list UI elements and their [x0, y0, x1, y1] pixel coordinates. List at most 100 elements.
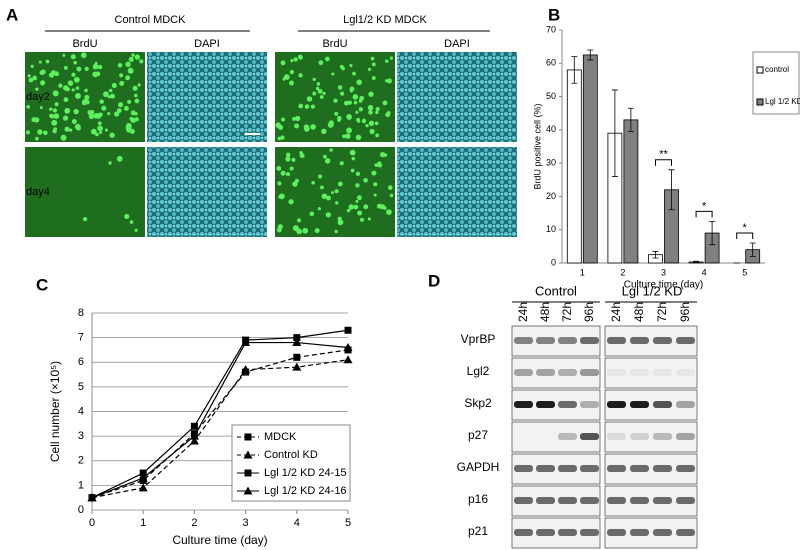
- nucleus: [317, 88, 323, 94]
- nucleus: [26, 130, 30, 135]
- dapi-image: [147, 52, 267, 142]
- nucleus: [109, 93, 116, 99]
- nucleus: [94, 61, 98, 65]
- nucleus: [361, 118, 367, 124]
- nucleus: [327, 121, 334, 128]
- marker: [343, 342, 353, 351]
- y-tick-label: 6: [78, 356, 84, 368]
- nucleus: [81, 100, 87, 106]
- nucleus: [49, 107, 53, 111]
- nucleus: [71, 88, 75, 92]
- nucleus: [51, 119, 58, 126]
- nucleus: [280, 135, 285, 140]
- nucleus: [281, 117, 286, 122]
- sig-label: *: [743, 222, 748, 234]
- nucleus: [368, 120, 375, 126]
- nucleus: [134, 228, 138, 232]
- nucleus: [371, 62, 376, 67]
- nucleus: [28, 77, 34, 83]
- error-bar: [749, 242, 756, 257]
- band: [676, 465, 695, 472]
- nucleus: [278, 124, 284, 130]
- marker: [292, 338, 302, 347]
- nucleus: [315, 86, 320, 91]
- band: [580, 529, 599, 536]
- nucleus: [337, 85, 343, 90]
- nucleus: [353, 100, 358, 105]
- legend-box: [231, 424, 351, 502]
- nucleus: [39, 106, 43, 110]
- nucleus: [371, 76, 376, 80]
- nucleus: [80, 52, 87, 59]
- nucleus: [368, 110, 373, 115]
- nucleus: [73, 60, 77, 65]
- nucleus: [60, 134, 67, 141]
- y-axis-label: Cell number (×10⁵): [48, 361, 62, 462]
- band: [630, 465, 649, 472]
- nucleus: [288, 199, 294, 205]
- nucleus: [294, 123, 300, 129]
- nucleus: [349, 86, 355, 92]
- nucleus: [276, 227, 282, 233]
- nucleus: [352, 71, 356, 76]
- nucleus: [97, 121, 102, 126]
- band: [630, 369, 649, 376]
- nucleus: [98, 112, 103, 118]
- nucleus: [71, 119, 77, 125]
- stain-label: DAPI: [194, 38, 220, 50]
- y-tick-label: 40: [546, 124, 556, 134]
- error-bar: [611, 89, 618, 177]
- y-tick-label: 0: [551, 257, 556, 267]
- nucleus: [382, 100, 388, 106]
- band: [607, 433, 626, 440]
- nucleus: [277, 181, 282, 186]
- nucleus: [99, 130, 103, 134]
- nucleus: [333, 98, 338, 103]
- bar: [623, 119, 639, 264]
- band: [558, 465, 577, 472]
- nucleus: [54, 102, 59, 107]
- nucleus: [374, 121, 379, 126]
- band: [676, 497, 695, 504]
- panel-letter: C: [36, 275, 48, 294]
- nucleus: [339, 161, 344, 166]
- brdu-image: [25, 147, 145, 237]
- panel-letter: D: [428, 271, 440, 290]
- nucleus: [365, 123, 369, 128]
- nucleus: [375, 107, 380, 112]
- nucleus: [326, 195, 331, 201]
- nucleus: [137, 83, 141, 87]
- nucleus: [290, 58, 294, 63]
- nucleus: [375, 133, 380, 138]
- x-tick-label: 1: [580, 267, 585, 277]
- y-axis-label: BrdU positive cell (%): [532, 103, 542, 189]
- nucleus: [84, 94, 90, 100]
- nucleus: [292, 181, 298, 187]
- nucleus: [97, 64, 103, 70]
- nucleus: [334, 229, 338, 234]
- nucleus: [349, 149, 356, 156]
- nucleus: [355, 171, 361, 176]
- marker: [138, 473, 148, 482]
- band: [514, 401, 533, 408]
- nucleus: [53, 127, 57, 131]
- nucleus: [363, 178, 368, 183]
- legend-label: Lgl 1/2 KD 24-16: [264, 485, 347, 497]
- nucleus: [53, 113, 60, 119]
- nucleus: [62, 115, 69, 121]
- nucleus: [35, 87, 39, 91]
- band: [607, 401, 626, 408]
- marker: [241, 365, 251, 374]
- nucleus: [346, 208, 351, 213]
- nucleus: [289, 69, 295, 75]
- nucleus: [97, 125, 103, 132]
- nucleus: [134, 112, 138, 116]
- nucleus: [116, 155, 123, 162]
- x-tick-label: 3: [661, 267, 666, 277]
- lane-label: 24h: [516, 302, 530, 322]
- nucleus: [103, 91, 109, 98]
- legend-swatch: [756, 98, 764, 106]
- nucleus: [75, 86, 80, 90]
- nucleus: [367, 104, 374, 111]
- nucleus: [324, 158, 331, 164]
